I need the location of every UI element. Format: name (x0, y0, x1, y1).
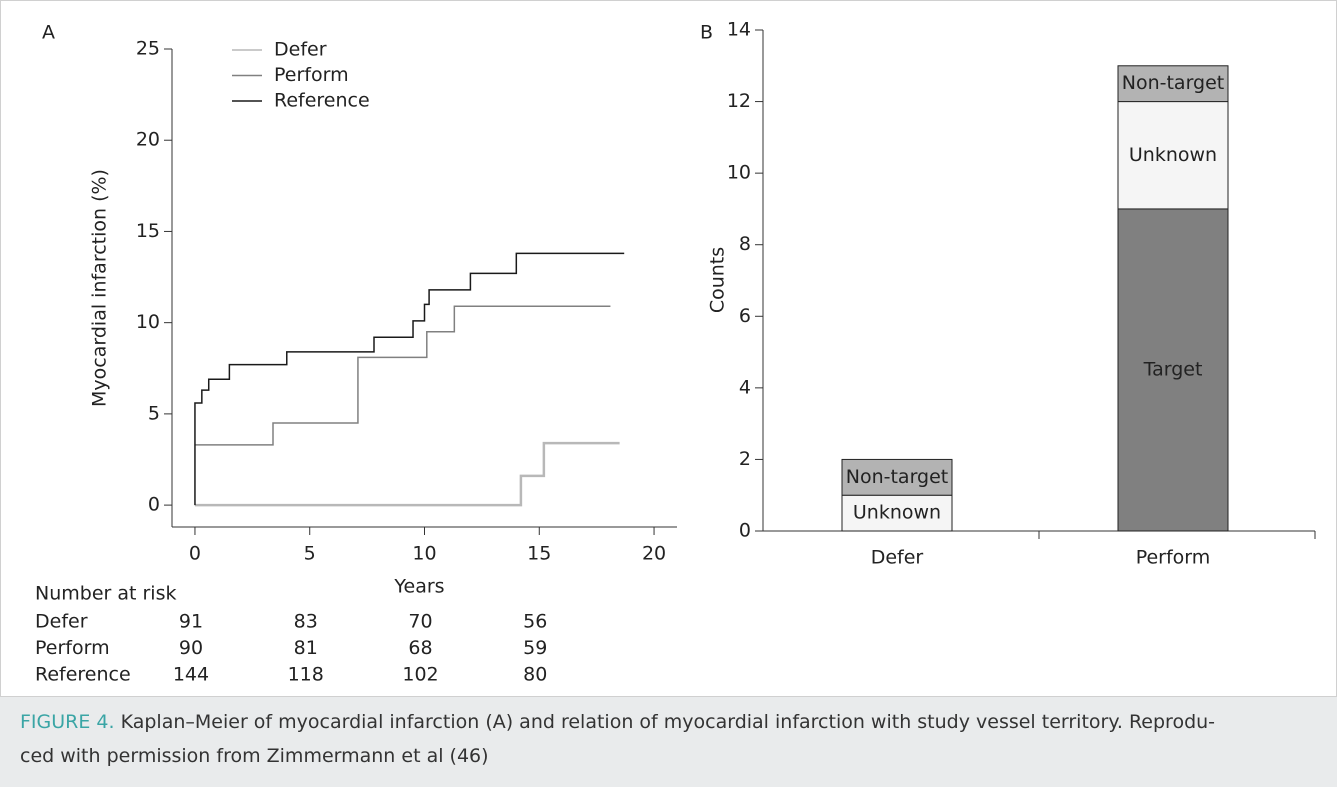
risk-value: 118 (288, 664, 324, 686)
bar-segment (841, 458, 953, 496)
risk-value: 81 (294, 637, 318, 659)
y-tick-label: 10 (727, 162, 751, 184)
bar-segment (1117, 208, 1229, 532)
risk-value: 80 (523, 664, 547, 686)
panel-label: B (700, 22, 713, 44)
km-line (194, 252, 625, 506)
bar-segment (1117, 101, 1229, 210)
bar-segment (841, 494, 953, 532)
risk-value: 90 (179, 637, 203, 659)
x-axis-label: Years (393, 576, 444, 598)
x-tick-label: Defer (871, 547, 924, 569)
risk-row-name: Perform (35, 637, 110, 659)
x-tick-label: 20 (642, 543, 666, 565)
segment-label: Target (1143, 358, 1203, 380)
risk-value: 91 (179, 611, 203, 633)
y-tick-label: 2 (739, 448, 751, 470)
risk-row-name: Defer (35, 611, 88, 633)
x-tick-label: 10 (412, 543, 436, 565)
km-line (194, 305, 611, 446)
y-tick-label: 14 (727, 19, 751, 41)
caption-text: Kaplan–Meier of myocardial infarction (A… (120, 711, 1216, 733)
panel-label: A (42, 22, 55, 44)
y-tick-label: 10 (136, 311, 160, 333)
legend-label: Defer (274, 39, 327, 61)
risk-value: 56 (523, 611, 547, 633)
y-tick-label: 5 (148, 402, 160, 424)
y-tick-label: 20 (136, 129, 160, 151)
caption-line: ced with permission from Zimmermann et a… (20, 745, 489, 767)
y-axis-label: Counts (707, 247, 729, 313)
risk-value: 144 (173, 664, 209, 686)
legend-label: Perform (274, 64, 349, 86)
risk-table-title: Number at risk (35, 583, 177, 605)
y-tick-label: 0 (739, 520, 751, 542)
y-tick-label: 15 (136, 220, 160, 242)
x-tick-label: 5 (304, 543, 316, 565)
km-line (194, 441, 620, 507)
x-tick-label: 15 (527, 543, 551, 565)
risk-value: 70 (408, 611, 432, 633)
segment-label: Unknown (1129, 144, 1217, 166)
y-tick-label: 12 (727, 90, 751, 112)
y-tick-label: 8 (739, 233, 751, 255)
segment-label: Non-target (1122, 72, 1225, 94)
y-axis-label: Myocardial infarction (%) (89, 169, 111, 407)
caption-label: FIGURE 4. (20, 711, 115, 733)
x-tick-label: Perform (1136, 547, 1211, 569)
y-tick-label: 4 (739, 376, 751, 398)
risk-value: 59 (523, 637, 547, 659)
risk-value: 83 (294, 611, 318, 633)
y-tick-label: 25 (136, 38, 160, 60)
y-tick-label: 6 (739, 305, 751, 327)
caption-line: FIGURE 4. Kaplan–Meier of myocardial inf… (20, 705, 1317, 739)
risk-value: 102 (402, 664, 438, 686)
risk-row-name: Reference (35, 664, 131, 686)
segment-label: Non-target (846, 466, 949, 488)
bar-segment (1117, 65, 1229, 103)
segment-label: Unknown (853, 502, 941, 524)
y-tick-label: 0 (148, 494, 160, 516)
x-tick-label: 0 (189, 543, 201, 565)
risk-value: 68 (408, 637, 432, 659)
legend-label: Reference (274, 90, 370, 112)
caption: FIGURE 4. Kaplan–Meier of myocardial inf… (0, 697, 1337, 787)
